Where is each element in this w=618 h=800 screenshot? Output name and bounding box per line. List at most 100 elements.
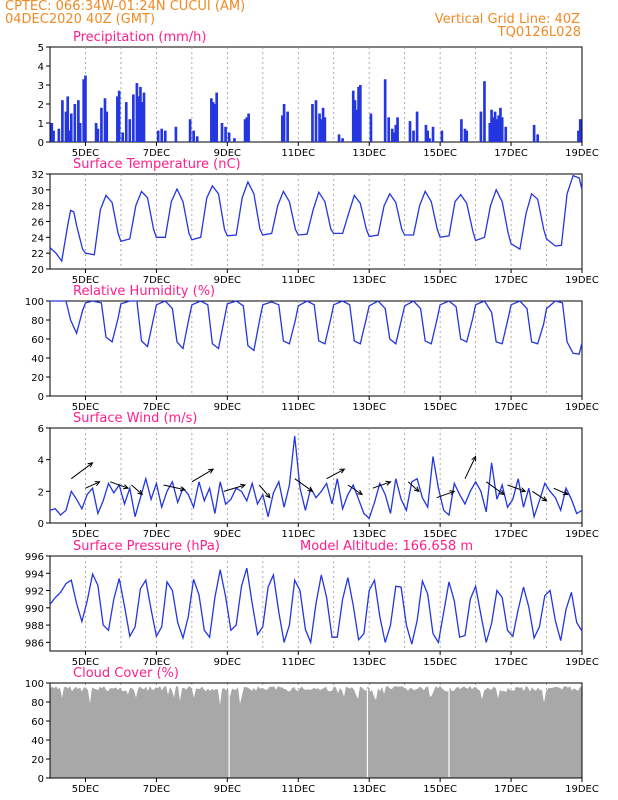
cloud-cover-area — [50, 685, 582, 778]
x-tick-label: 15DEC — [423, 784, 457, 795]
precip-bar — [319, 119, 323, 142]
wind-arrow — [258, 484, 271, 498]
x-tick-label: 7DEC — [143, 275, 170, 286]
precip-bar — [121, 132, 125, 142]
precip-bar — [428, 138, 431, 142]
x-tick-label: 5DEC — [72, 529, 99, 540]
wind-arrow — [326, 468, 345, 480]
y-tick-label: 2 — [38, 487, 44, 498]
x-tick-label: 19DEC — [565, 402, 599, 413]
x-tick-label: 13DEC — [352, 529, 386, 540]
precip-bar — [227, 132, 231, 142]
precip-bar — [500, 117, 504, 142]
x-tick-label: 15DEC — [423, 657, 457, 668]
wind-arrow — [372, 481, 391, 489]
wind-arrow-head — [307, 486, 314, 493]
y-tick-label: 996 — [25, 552, 44, 563]
wind-arrow-head — [413, 486, 420, 493]
y-tick-label: 20 — [31, 265, 44, 276]
precip-bar — [341, 138, 344, 142]
precip-bar — [64, 111, 68, 142]
precip-bar — [488, 123, 492, 142]
precip-bar — [73, 104, 77, 142]
x-tick-label: 5DEC — [72, 148, 99, 159]
precip-bar — [117, 90, 121, 142]
wind-arrow-head — [357, 489, 364, 496]
y-tick-label: 60 — [31, 335, 44, 346]
x-tick-label: 15DEC — [423, 148, 457, 159]
x-tick-label: 13DEC — [352, 275, 386, 286]
wind-arrow-head — [541, 496, 548, 502]
x-tick-label: 11DEC — [281, 784, 315, 795]
x-tick-label: 15DEC — [423, 529, 457, 540]
precip-bar — [499, 107, 502, 142]
precip-bar — [463, 128, 467, 142]
x-tick-label: 19DEC — [565, 148, 599, 159]
y-tick-label: 4 — [38, 62, 44, 73]
series-line-rh — [50, 300, 583, 355]
precip-bar — [84, 75, 87, 142]
x-tick-label: 19DEC — [565, 529, 599, 540]
precip-bar — [323, 117, 327, 142]
x-tick-label: 9DEC — [214, 148, 241, 159]
wind-arrow — [70, 462, 93, 480]
panel-frame-temp — [49, 173, 583, 270]
wind-arrow — [110, 481, 129, 489]
precip-bar — [245, 117, 249, 142]
y-tick-label: 2 — [38, 100, 44, 111]
precip-bar — [490, 109, 493, 142]
precip-bar — [78, 123, 82, 142]
precip-bar — [504, 126, 508, 142]
precip-bar — [61, 100, 64, 142]
precip-bar — [68, 130, 71, 142]
y-tick-label: 0 — [38, 774, 44, 785]
wind-arrow-head — [520, 487, 527, 493]
precip-bar — [243, 119, 247, 142]
precip-bar — [163, 130, 167, 142]
precip-bar — [355, 109, 359, 142]
precip-bar — [192, 130, 195, 142]
x-tick-label: 9DEC — [214, 402, 241, 413]
x-tick-label: 5DEC — [72, 402, 99, 413]
y-tick-label: 0 — [38, 519, 44, 530]
wind-arrow — [507, 484, 526, 492]
precip-bar — [94, 123, 98, 142]
y-tick-label: 990 — [25, 604, 44, 615]
wind-arrow-head — [240, 483, 247, 489]
precip-bar — [357, 86, 360, 142]
precip-bar — [390, 128, 394, 142]
precip-bar — [52, 130, 55, 142]
x-tick-label: 13DEC — [352, 402, 386, 413]
precip-bar — [188, 119, 192, 142]
panel-title-rh: Relative Humidity (%) — [73, 284, 215, 299]
wind-arrow — [223, 484, 246, 492]
precip-bar — [396, 117, 399, 142]
y-tick-label: 20 — [31, 755, 44, 766]
x-tick-label: 19DEC — [565, 275, 599, 286]
precip-bar — [424, 124, 428, 142]
wind-arrow — [163, 484, 185, 491]
precip-bar — [116, 96, 119, 142]
x-tick-label: 7DEC — [143, 402, 170, 413]
wind-arrow-head — [137, 489, 144, 496]
precip-bar — [351, 90, 355, 142]
y-tick-label: 5 — [38, 43, 44, 54]
precip-bar — [578, 119, 582, 142]
wind-arrow-head — [339, 468, 346, 474]
y-tick-label: 80 — [31, 316, 44, 327]
x-tick-label: 17DEC — [494, 275, 528, 286]
precip-bar — [492, 117, 495, 142]
panel-frame-cloud-top — [49, 682, 583, 779]
precip-bar — [211, 102, 215, 142]
precip-bar — [431, 126, 435, 142]
x-tick-label: 11DEC — [281, 275, 315, 286]
panel-title-cloud: Cloud Cover (%) — [73, 666, 179, 681]
y-tick-label: 100 — [25, 297, 44, 308]
y-tick-label: 100 — [25, 679, 44, 690]
precip-bar — [69, 113, 73, 142]
precip-bar — [77, 100, 80, 142]
precip-bar — [50, 123, 54, 142]
header-code: TQ0126L028 — [497, 25, 581, 40]
x-tick-label: 5DEC — [72, 275, 99, 286]
panel-title-temp: Surface Temperature (nC) — [73, 157, 241, 172]
